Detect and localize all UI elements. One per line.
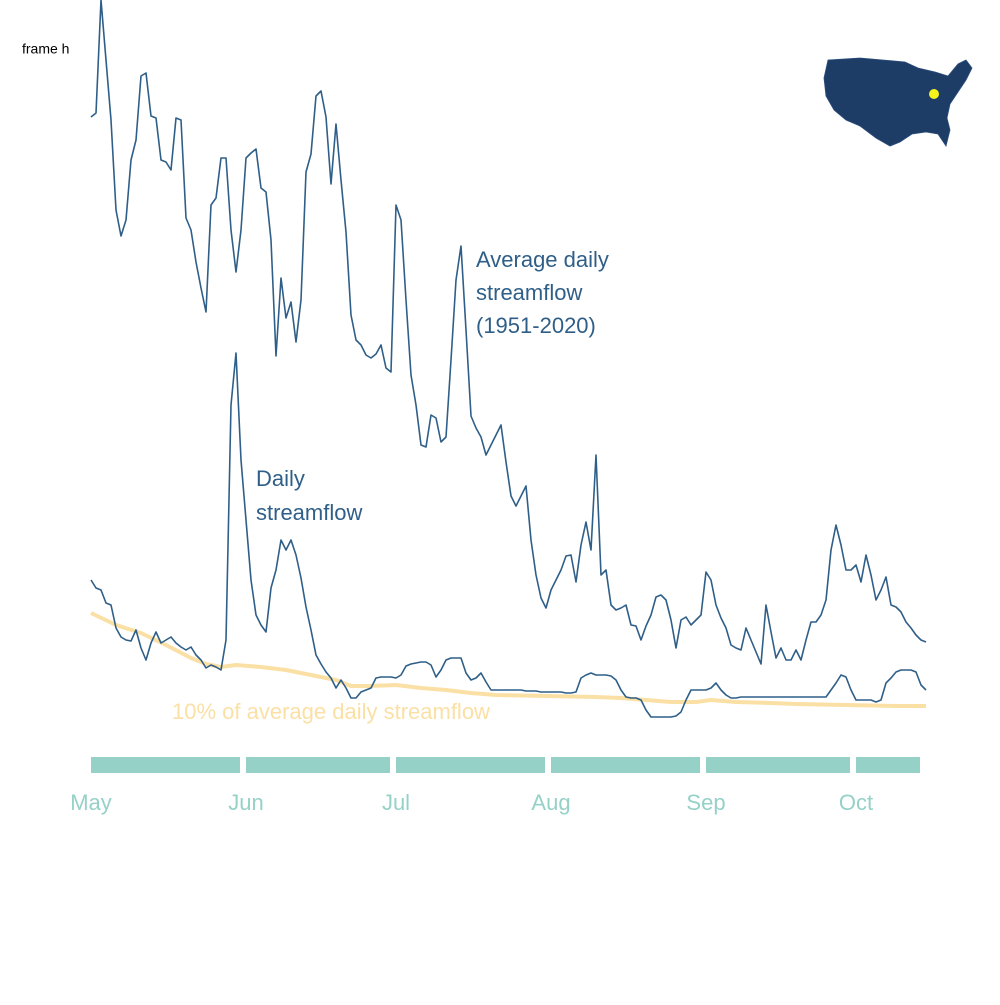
series-label: Average daily <box>476 247 609 272</box>
us-map-inset <box>823 57 973 147</box>
series-line <box>90 0 927 665</box>
month-bar <box>856 757 920 773</box>
us-map <box>823 57 973 147</box>
x-tick-label: Aug <box>531 790 570 815</box>
x-tick-label: May <box>70 790 112 815</box>
x-tick-label: Oct <box>839 790 873 815</box>
series-label: (1951-2020) <box>476 313 596 338</box>
series-line <box>90 611 926 708</box>
series-line <box>90 352 927 718</box>
series-label: streamflow <box>256 500 362 525</box>
series-label: Daily <box>256 466 305 491</box>
frame-label: frame h <box>22 41 69 57</box>
month-bar <box>551 757 700 773</box>
month-bar <box>396 757 545 773</box>
x-tick-label: Sep <box>686 790 725 815</box>
month-bar <box>246 757 390 773</box>
x-tick-label: Jun <box>228 790 263 815</box>
month-bar <box>91 757 240 773</box>
x-tick-label: Jul <box>382 790 410 815</box>
series-label: 10% of average daily streamflow <box>172 699 490 724</box>
month-bar <box>706 757 850 773</box>
site-marker <box>929 89 939 99</box>
series-label: streamflow <box>476 280 582 305</box>
